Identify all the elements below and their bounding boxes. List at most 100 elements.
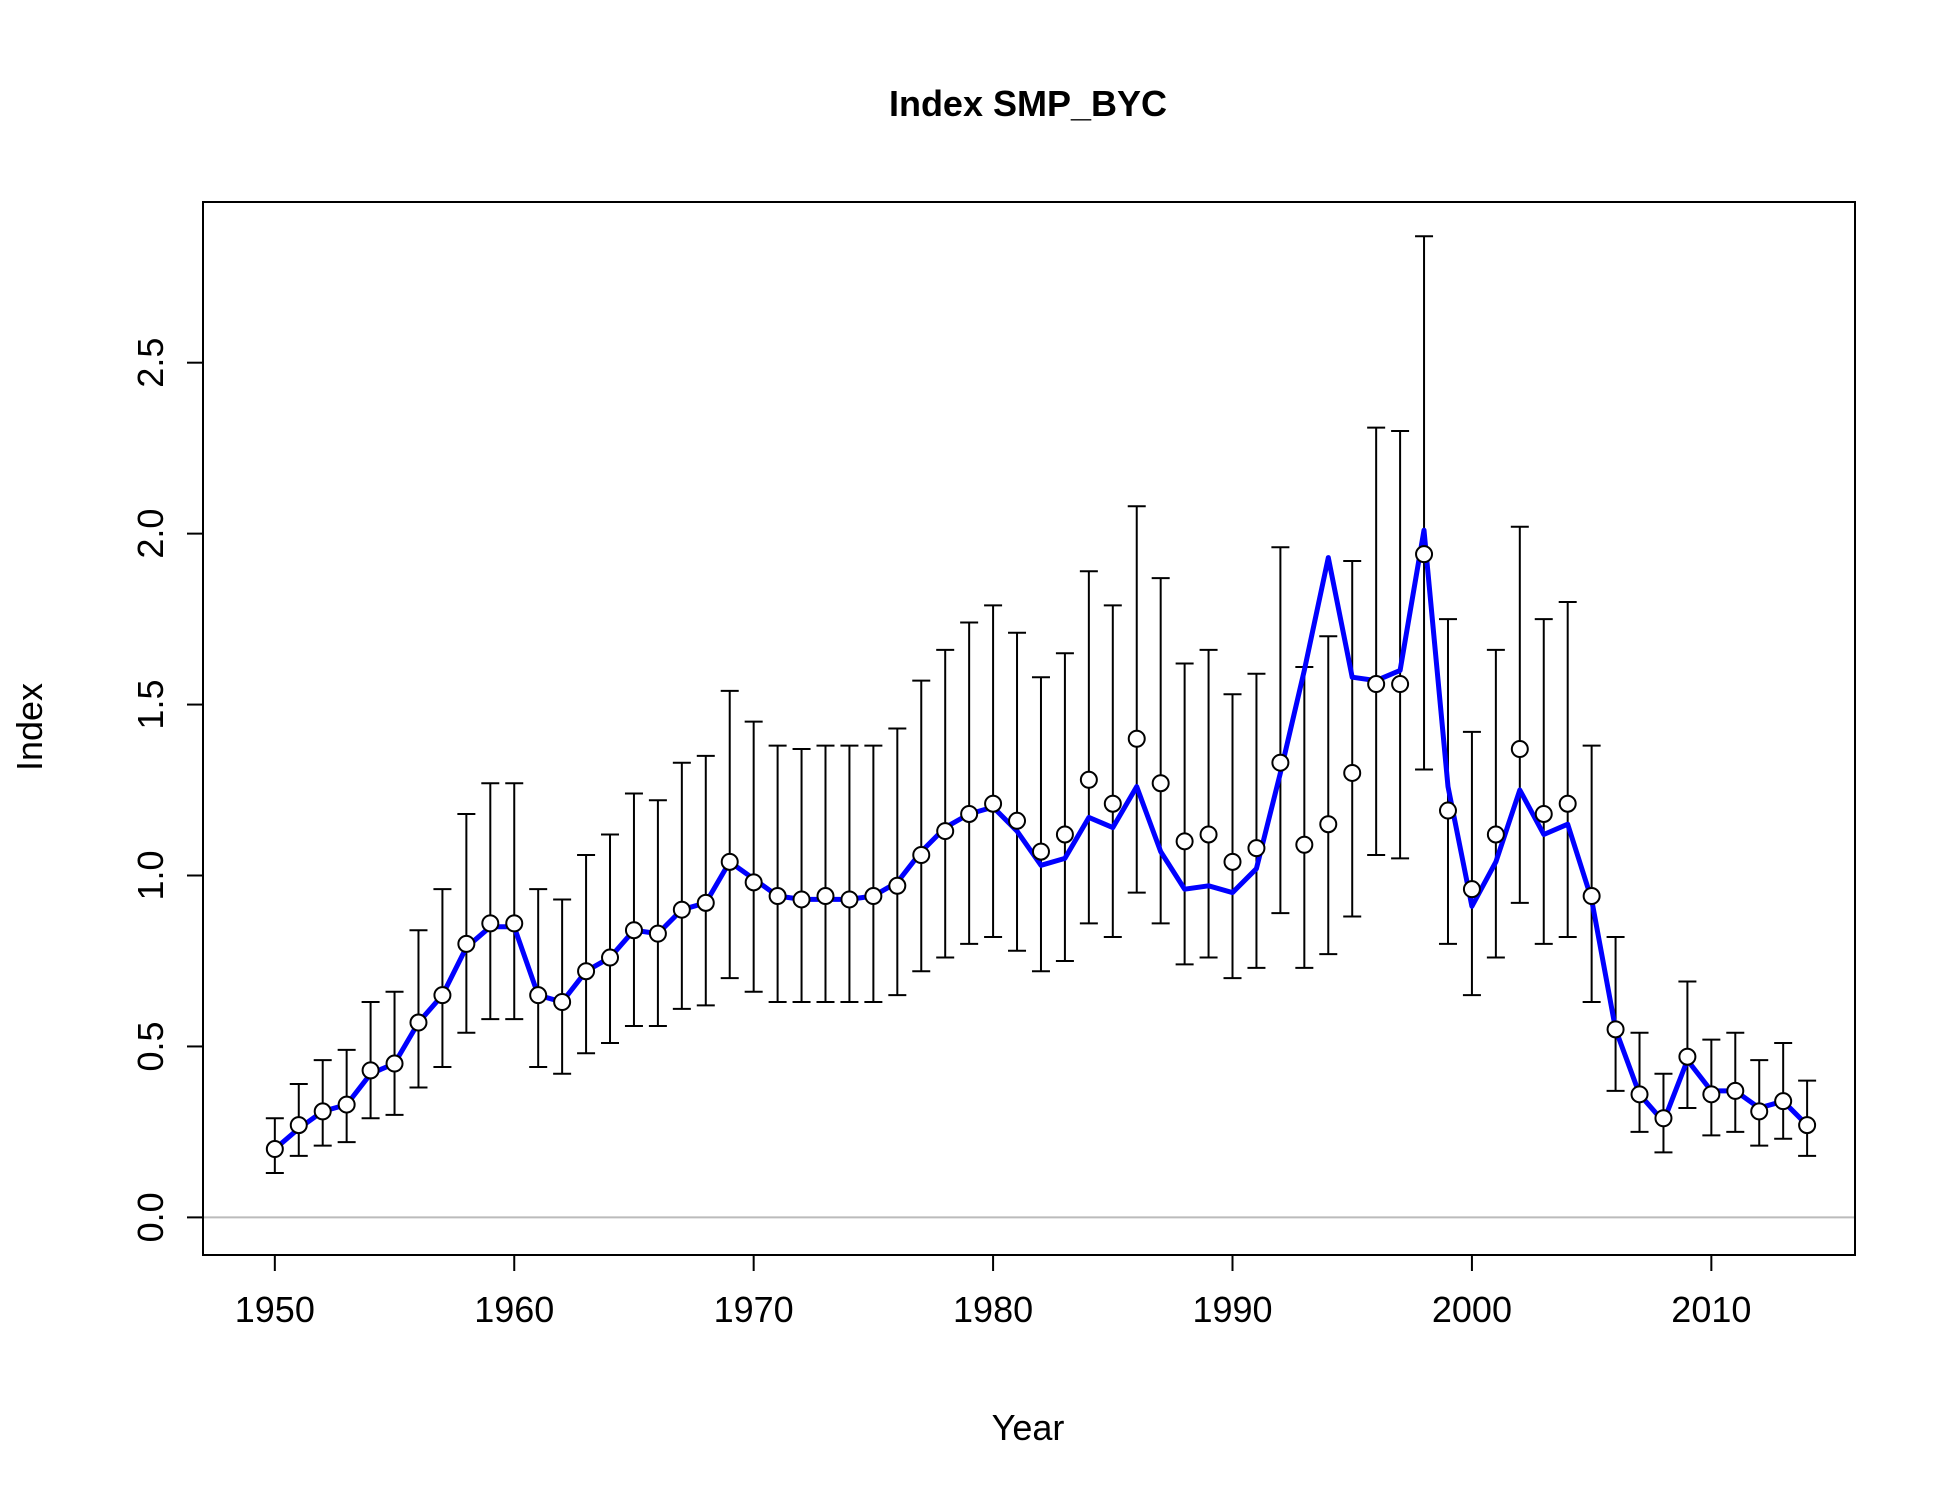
observed-point (768, 887, 787, 906)
observed-point (385, 1054, 404, 1073)
error-bar (840, 744, 859, 1004)
error-bar (577, 853, 596, 1055)
x-tick-label: 1970 (714, 1289, 794, 1330)
error-bar (1271, 546, 1290, 915)
error-bar (1678, 980, 1697, 1109)
observed-point (289, 1116, 308, 1135)
observed-point (1486, 825, 1505, 844)
observed-point (1534, 804, 1553, 823)
plot-frame (202, 201, 1856, 1256)
observed-point (481, 914, 500, 933)
observed-point (1343, 763, 1362, 782)
observed-point (1247, 839, 1266, 858)
observed-point (1462, 880, 1481, 899)
observed-point (1271, 753, 1290, 772)
x-tick-label: 2000 (1432, 1289, 1512, 1330)
observed-point (1702, 1085, 1721, 1104)
error-bar (361, 1001, 380, 1120)
error-bar (1199, 648, 1218, 959)
observed-point (1558, 794, 1577, 813)
y-tick-label: 2.5 (130, 338, 171, 388)
observed-point (1199, 825, 1218, 844)
observed-point (457, 934, 476, 953)
x-tick-label: 1960 (474, 1289, 554, 1330)
error-bar (1319, 635, 1338, 956)
observed-point (1726, 1081, 1745, 1100)
observed-point (912, 845, 931, 864)
x-tick-label: 1990 (1192, 1289, 1272, 1330)
error-bar (1606, 936, 1625, 1092)
error-bar (409, 929, 428, 1089)
observed-point (1319, 815, 1338, 834)
observed-point (1008, 811, 1027, 830)
error-bar (1079, 570, 1098, 925)
error-bar (1008, 631, 1027, 952)
observed-point (505, 914, 524, 933)
error-bar (1127, 505, 1146, 894)
observed-point (1367, 675, 1386, 694)
observed-point (672, 900, 691, 919)
observed-point (1798, 1116, 1817, 1135)
error-bar (864, 744, 883, 1004)
observed-point (409, 1013, 428, 1032)
error-bar (1391, 430, 1410, 860)
observed-point (433, 986, 452, 1005)
x-tick-label: 1950 (235, 1289, 315, 1330)
error-bar (1343, 559, 1362, 918)
observed-point (1654, 1109, 1673, 1128)
observed-point (265, 1140, 284, 1159)
observed-point (1391, 675, 1410, 694)
error-bar (601, 833, 620, 1045)
observed-point (1510, 740, 1529, 759)
observed-point (1151, 774, 1170, 793)
observed-point (553, 993, 572, 1012)
error-bar (1415, 235, 1434, 771)
observed-point (1031, 842, 1050, 861)
observed-point (1127, 729, 1146, 748)
y-tick-label: 1.5 (130, 680, 171, 730)
observed-point (601, 948, 620, 967)
error-bar (888, 727, 907, 997)
chart-title: Index SMP_BYC (889, 83, 1167, 124)
error-bar (960, 621, 979, 945)
x-tick-label: 2010 (1671, 1289, 1751, 1330)
error-bar (1031, 676, 1050, 973)
x-axis-label: Year (992, 1407, 1065, 1448)
error-bar (1486, 648, 1505, 959)
observed-point (816, 887, 835, 906)
axes: 1950 1960 1970 1980 1990 2000 2010 0.0 0.5 1.0 1.5… (130, 201, 1856, 1330)
error-bar (1151, 577, 1170, 925)
observed-point (529, 986, 548, 1005)
expected-line (273, 527, 1809, 1151)
error-bar (481, 782, 500, 1021)
error-bar (984, 604, 1003, 939)
observed-point (840, 890, 859, 909)
observed-point (744, 873, 763, 892)
error-bar (1103, 604, 1122, 939)
observed-point (624, 921, 643, 940)
observed-point (577, 962, 596, 981)
error-bar (1510, 525, 1529, 904)
observed-point (337, 1095, 356, 1114)
error-bar (457, 812, 476, 1034)
observed-point (792, 890, 811, 909)
error-bar (1630, 1031, 1649, 1133)
observed-point (1223, 852, 1242, 871)
observed-point (720, 852, 739, 871)
observed-point (1415, 545, 1434, 564)
x-tick-label: 1980 (953, 1289, 1033, 1330)
observed-point (696, 893, 715, 912)
error-bar (936, 648, 955, 959)
error-bar (696, 754, 715, 1007)
y-tick-label: 0.0 (130, 1192, 171, 1242)
error-bar (1175, 662, 1194, 966)
error-bar (1367, 426, 1386, 856)
observed-point (361, 1061, 380, 1080)
error-bar (505, 782, 524, 1021)
error-bar (553, 898, 572, 1075)
y-tick-label: 1.0 (130, 850, 171, 900)
observed-point (960, 804, 979, 823)
error-bar (529, 888, 548, 1068)
observed-point (1055, 825, 1074, 844)
